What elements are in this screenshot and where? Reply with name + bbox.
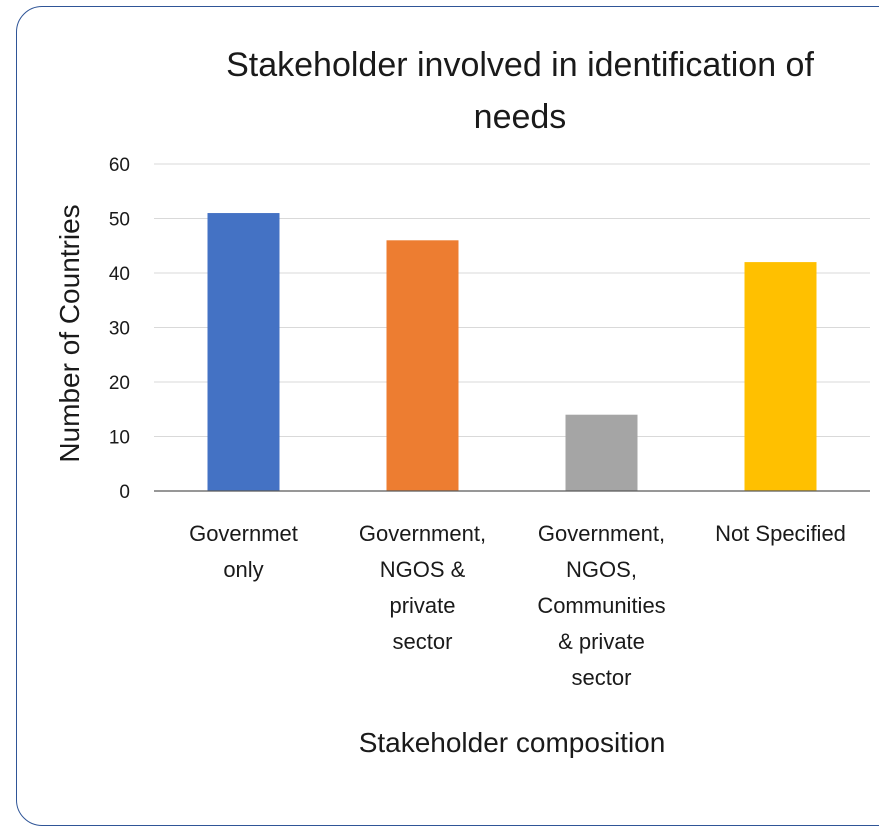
x-axis-categories: Governmet only Government, NGOS & private sec…	[189, 521, 846, 690]
bars	[207, 213, 817, 492]
y-tick-label: 50	[109, 210, 130, 231]
y-tick-label: 30	[109, 319, 130, 340]
chart-title-line: Stakeholder involved in identification o…	[226, 46, 814, 84]
x-category-label: Government, NGOS & private sector	[359, 521, 486, 654]
x-axis-title: Stakeholder composition	[359, 727, 666, 758]
x-category-label: Not Specified	[715, 521, 846, 546]
y-axis-ticks: 0 10 20 30 40 50 60	[109, 155, 130, 503]
bar	[386, 240, 459, 491]
x-category-label: Governmet only	[189, 521, 298, 582]
y-tick-label: 10	[109, 428, 130, 449]
chart-title: Stakeholder involved in identification o…	[226, 46, 814, 136]
x-category-label: Government, NGOS, Communities & private sect…	[537, 521, 665, 690]
y-tick-label: 20	[109, 373, 130, 394]
y-tick-label: 40	[109, 264, 130, 285]
bar-chart: Stakeholder involved in identification o…	[54, 46, 870, 758]
y-tick-label: 0	[119, 482, 130, 503]
bar	[565, 414, 638, 491]
chart-title-line: needs	[474, 98, 567, 136]
y-tick-label: 60	[109, 155, 130, 176]
bar	[744, 262, 817, 491]
bar	[207, 213, 280, 492]
y-axis-title: Number of Countries	[54, 204, 85, 462]
